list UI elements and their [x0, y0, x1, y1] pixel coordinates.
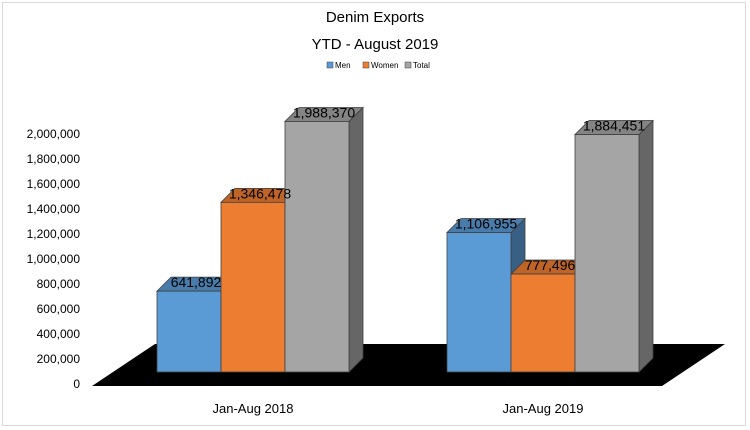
y-tick-label: 1,200,000	[27, 227, 81, 241]
bar-front	[510, 273, 576, 373]
data-label-total-jan-aug-2019: 1,884,451	[583, 118, 645, 134]
bar-front	[446, 232, 512, 373]
y-tick-label: 2,000,000	[27, 127, 81, 141]
bar-total-jan-aug-2018	[284, 106, 364, 373]
legend-item-women: Women	[362, 61, 398, 70]
bar-front	[156, 290, 222, 373]
data-label-total-jan-aug-2018: 1,988,370	[293, 104, 355, 120]
y-tick-label: 0	[73, 377, 80, 391]
bar-side	[638, 119, 654, 373]
legend-label: Total	[413, 61, 430, 70]
y-tick-label: 1,000,000	[27, 252, 81, 266]
y-tick-label: 400,000	[37, 327, 81, 341]
legend-label: Women	[371, 61, 398, 70]
bar-front	[284, 121, 350, 373]
category-label-jan-aug-2018: Jan-Aug 2018	[213, 401, 294, 416]
y-tick-label: 800,000	[37, 277, 81, 291]
legend-swatch	[404, 61, 412, 69]
bar-front	[220, 201, 286, 373]
y-tick-label: 1,400,000	[27, 202, 81, 216]
chart-frame	[2, 2, 746, 426]
legend-item-men: Men	[326, 61, 351, 70]
y-tick-label: 600,000	[37, 302, 81, 316]
bar-total-jan-aug-2019	[574, 119, 654, 373]
legend: Men Women Total	[326, 61, 430, 70]
legend-item-total: Total	[404, 61, 430, 70]
legend-label: Men	[335, 61, 351, 70]
y-tick-label: 1,800,000	[27, 152, 81, 166]
data-label-women-jan-aug-2019: 777,496	[525, 257, 576, 273]
category-label-jan-aug-2019: Jan-Aug 2019	[503, 401, 584, 416]
bar-side	[348, 106, 364, 373]
data-label-men-jan-aug-2019: 1,106,955	[455, 216, 517, 232]
legend-swatch	[362, 61, 370, 69]
chart-subtitle: YTD - August 2019	[312, 36, 439, 53]
bar-front	[574, 134, 640, 373]
y-tick-label: 200,000	[37, 352, 81, 366]
data-label-men-jan-aug-2018: 641,892	[171, 274, 222, 290]
data-label-women-jan-aug-2018: 1,346,478	[229, 185, 291, 201]
y-tick-label: 1,600,000	[27, 177, 81, 191]
legend-swatch	[326, 61, 334, 69]
chart-title: Denim Exports	[326, 9, 424, 26]
